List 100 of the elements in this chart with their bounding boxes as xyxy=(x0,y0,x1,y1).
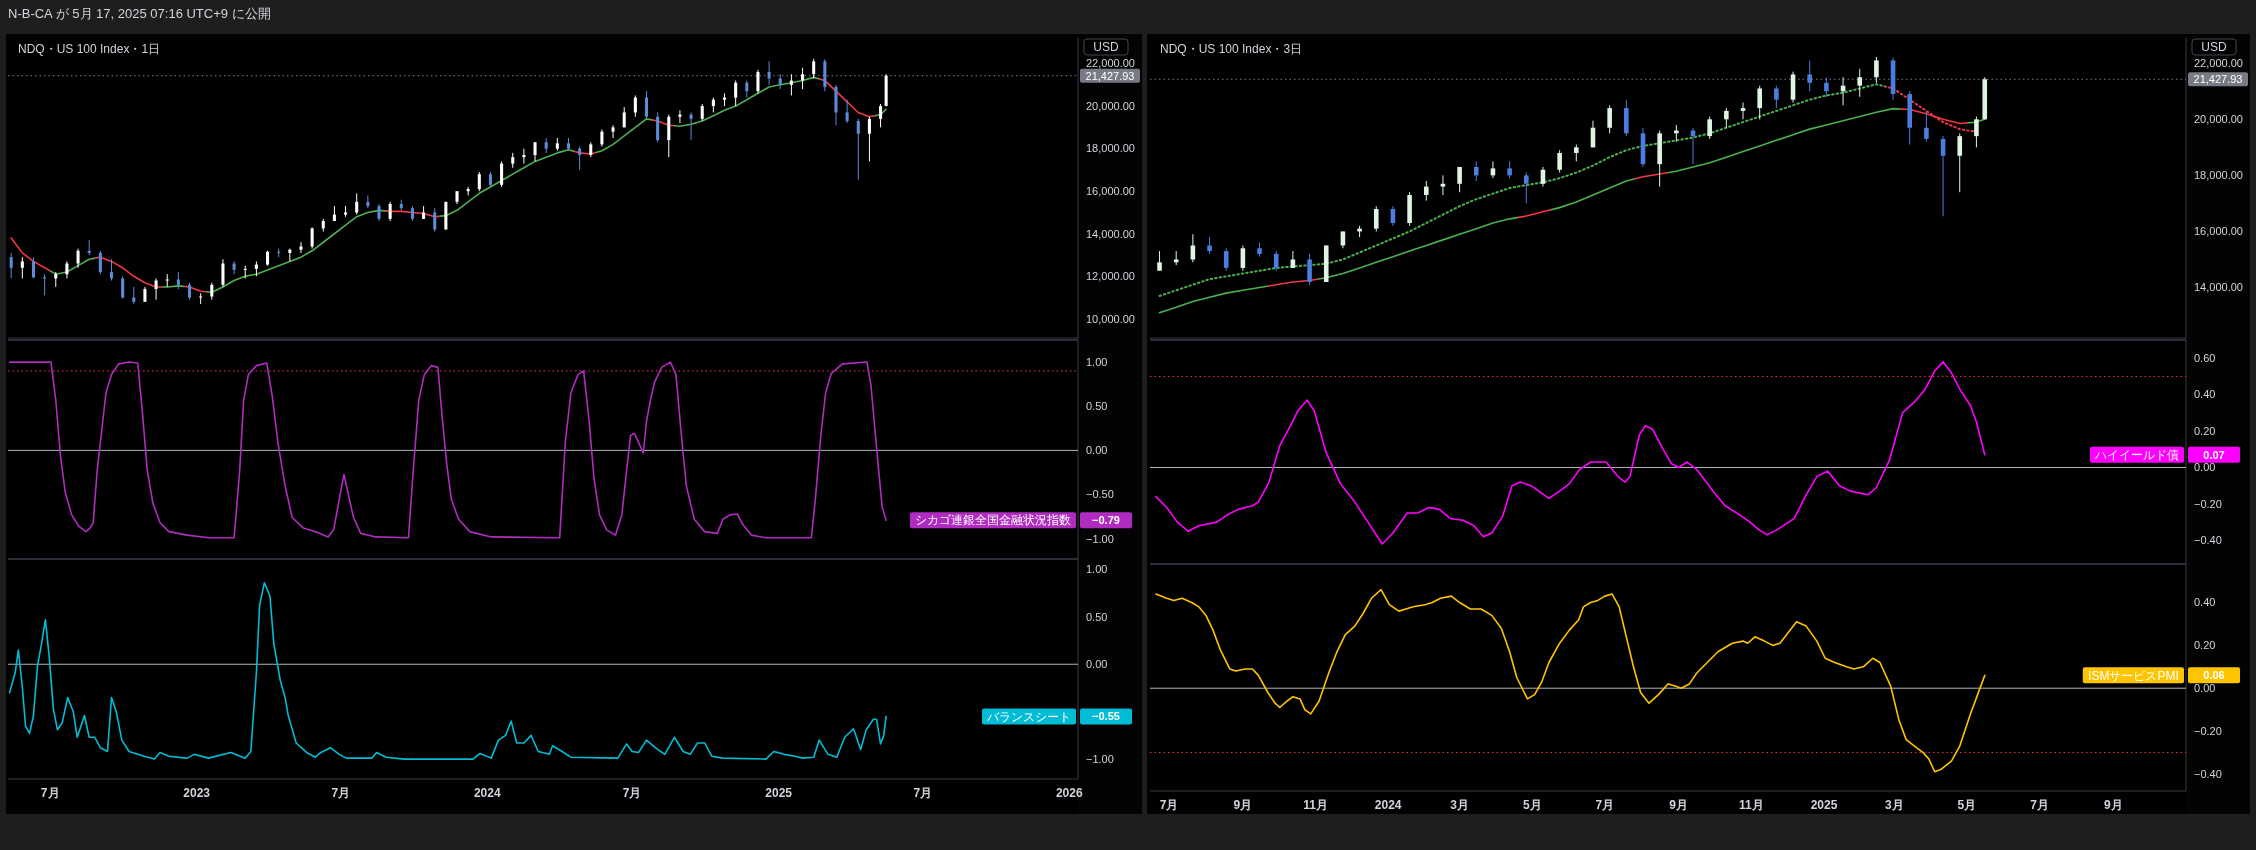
candlestick xyxy=(656,111,660,143)
candlestick xyxy=(31,256,36,279)
legend-label: ISMサービスPMI xyxy=(2088,668,2179,683)
candlestick xyxy=(477,171,481,192)
line-series xyxy=(1155,361,1986,545)
candlestick xyxy=(1974,116,1979,148)
candlestick xyxy=(578,146,582,171)
x-tick-label: 2025 xyxy=(765,786,793,800)
candlestick xyxy=(1774,85,1779,109)
candlestick xyxy=(9,252,13,279)
candlestick xyxy=(1423,180,1429,202)
candlestick xyxy=(1757,85,1762,120)
y-tick-label: 0.40 xyxy=(2194,388,2216,401)
candlestick xyxy=(121,275,125,300)
candlestick xyxy=(1924,110,1929,143)
candlestick xyxy=(1273,250,1279,272)
x-tick-label: 11月 xyxy=(1739,798,1764,812)
candlestick xyxy=(611,124,615,139)
line-series xyxy=(1155,588,1986,773)
x-tick-label: 7月 xyxy=(622,786,642,800)
candlestick xyxy=(20,256,24,279)
candlestick xyxy=(500,160,504,188)
text: 0.06 xyxy=(2203,669,2225,682)
candlestick xyxy=(812,58,816,79)
line-series xyxy=(1158,107,1986,314)
candlestick xyxy=(1707,116,1712,140)
y-tick-label: −0.20 xyxy=(2194,497,2222,510)
y-axis-title: USD xyxy=(1093,40,1119,55)
candlestick xyxy=(789,73,793,96)
candlestick xyxy=(867,116,871,162)
legend-label: ハイイールド債 xyxy=(2094,447,2179,462)
y-tick-label: 14,000.00 xyxy=(1086,227,1135,240)
y-tick-label: 0.50 xyxy=(1086,610,1108,623)
candlestick xyxy=(1607,104,1612,134)
candlestick xyxy=(388,201,392,222)
x-tick-label: 3月 xyxy=(1450,798,1469,812)
candlestick xyxy=(1807,59,1812,92)
y-tick-label: 14,000.00 xyxy=(2194,281,2243,294)
x-tick-label: 9月 xyxy=(1669,798,1689,812)
x-tick-label: 9月 xyxy=(1233,798,1253,812)
candlestick xyxy=(310,226,314,250)
y-axis-title: USD xyxy=(2201,40,2227,55)
y-tick-label: 20,000.00 xyxy=(1086,99,1135,112)
y-tick-label: 0.00 xyxy=(2194,461,2216,474)
candlestick xyxy=(856,118,860,181)
candlestick xyxy=(1957,132,1963,193)
legend-label: バランスシート xyxy=(986,709,1071,724)
candlestick xyxy=(667,114,671,158)
chart-title: NDQ・US 100 Index・1日 xyxy=(18,42,161,56)
candlestick xyxy=(154,277,158,301)
line-series xyxy=(8,361,887,539)
y-tick-label: 0.00 xyxy=(1086,444,1108,457)
candlestick xyxy=(109,258,114,282)
candlestick xyxy=(1157,250,1162,272)
x-tick-label: 2025 xyxy=(1810,798,1838,812)
y-tick-label: −1.00 xyxy=(1086,752,1114,765)
candlestick xyxy=(533,141,537,162)
y-tick-label: −0.20 xyxy=(2194,724,2222,737)
y-tick-label: 16,000.00 xyxy=(2194,225,2243,238)
x-tick-label: 11月 xyxy=(1303,798,1328,812)
y-tick-label: 0.50 xyxy=(1086,400,1108,413)
candlestick xyxy=(1874,56,1879,84)
candlestick xyxy=(1307,253,1312,286)
ref-line-label: 21,427.93 xyxy=(2193,73,2243,86)
candlestick xyxy=(221,258,225,288)
candlestick xyxy=(801,67,805,90)
ref-line-label: 21,427.93 xyxy=(1085,69,1135,82)
candlestick xyxy=(232,260,236,275)
y-tick-label: 16,000.00 xyxy=(1086,185,1135,198)
candlestick xyxy=(767,60,771,86)
candlestick xyxy=(845,99,849,124)
candlestick xyxy=(1557,149,1562,174)
legend-label: シカゴ連銀全国金融状況指数 xyxy=(915,513,1071,528)
candlestick xyxy=(299,241,303,254)
text: N-B-CA が 5月 17, 2025 07:16 UTC+9 に公開 xyxy=(8,6,271,21)
candlestick xyxy=(1473,160,1479,182)
y-tick-label: −0.40 xyxy=(2194,767,2222,780)
candlestick xyxy=(644,90,649,120)
candlestick xyxy=(366,194,370,209)
text: −0.79 xyxy=(1092,514,1120,526)
y-tick-label: 12,000.00 xyxy=(1086,270,1135,283)
candlestick xyxy=(433,207,437,233)
candlestick xyxy=(1290,250,1296,269)
y-tick-label: −0.50 xyxy=(1086,488,1114,501)
candlestick xyxy=(1373,205,1379,232)
y-tick-label: 0.20 xyxy=(2194,424,2216,437)
x-tick-label: 7月 xyxy=(1595,798,1615,812)
x-tick-label: 2026 xyxy=(1055,786,1083,800)
candlestick xyxy=(43,273,47,296)
x-tick-label: 7月 xyxy=(913,786,933,800)
y-tick-label: 0.00 xyxy=(1086,658,1108,671)
x-tick-label: 7月 xyxy=(40,786,60,800)
y-tick-label: 0.40 xyxy=(2194,596,2216,609)
y-tick-label: 22,000.00 xyxy=(2194,57,2243,70)
candlestick xyxy=(1223,247,1229,272)
candlestick xyxy=(1724,107,1729,129)
candlestick xyxy=(734,80,738,107)
x-tick-label: 9月 xyxy=(2104,798,2123,812)
candlestick xyxy=(1440,174,1446,196)
y-tick-label: 20,000.00 xyxy=(2194,113,2243,126)
